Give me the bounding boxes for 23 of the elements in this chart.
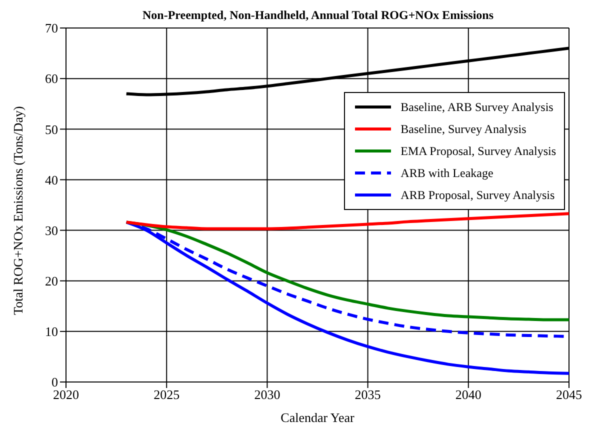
chart-title: Non-Preempted, Non-Handheld, Annual Total ROG+NOx Emissions	[142, 8, 494, 22]
legend-label: ARB Proposal, Survey Analysis	[400, 188, 555, 202]
x-axis-title: Calendar Year	[280, 410, 355, 425]
legend-label: ARB with Leakage	[400, 166, 494, 180]
legend-label: Baseline, ARB Survey Analysis	[400, 100, 554, 114]
legend-label: EMA Proposal, Survey Analysis	[400, 144, 556, 158]
x-tick-label: 2020	[53, 387, 79, 402]
y-tick-label: 30	[45, 222, 58, 238]
y-tick-label: 50	[45, 122, 58, 137]
x-tick-label: 2030	[254, 387, 280, 402]
y-tick-label: 10	[45, 324, 58, 340]
y-axis-title: Total ROG+NOx Emissions (Tons/Day)	[10, 106, 26, 315]
x-tick-label: 2025	[154, 387, 180, 402]
x-tick-label: 2040	[455, 387, 482, 402]
y-tick-label: 0	[52, 374, 58, 390]
y-tick-label: 70	[45, 20, 58, 36]
legend-label: Baseline, Survey Analysis	[400, 122, 526, 136]
y-tick-label: 40	[45, 172, 58, 188]
x-tick-label: 2045	[556, 387, 582, 402]
y-tick-label: 60	[45, 71, 58, 86]
x-tick-label: 2035	[354, 387, 381, 402]
line-series	[124, 212, 569, 230]
y-tick-label: 20	[45, 273, 58, 288]
